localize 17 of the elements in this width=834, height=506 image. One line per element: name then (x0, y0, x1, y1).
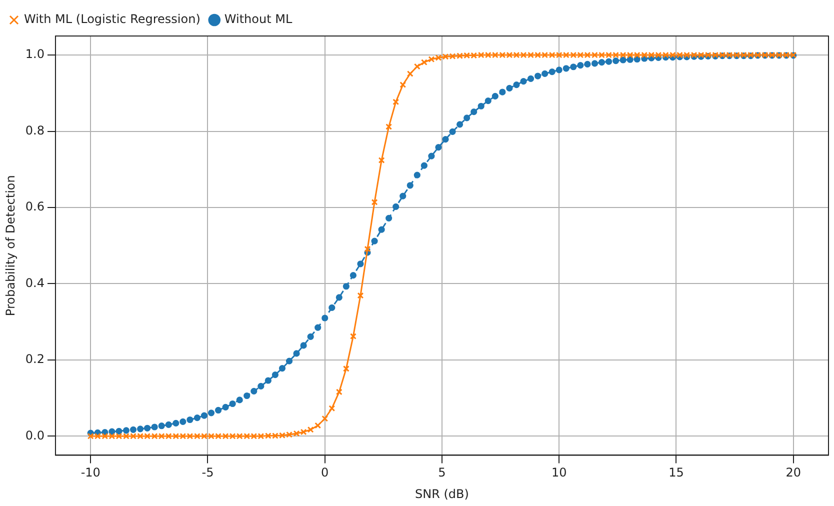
y-tick-label: 1.0 (25, 47, 44, 62)
y-axis-title: Probability of Detection (3, 175, 18, 316)
x-tick-label: -10 (80, 466, 100, 480)
legend-label: With ML (Logistic Regression) (24, 12, 200, 26)
legend-label: Without ML (224, 12, 292, 26)
x-tick-label: 5 (438, 466, 446, 480)
x-axis-title: SNR (dB) (415, 486, 469, 501)
x-tick-label: 15 (668, 466, 684, 480)
y-tick-label: 0.4 (25, 276, 44, 290)
y-tick-label: 0.8 (25, 123, 44, 138)
y-tick-label: 0.2 (25, 352, 44, 366)
x-tick-label: 0 (321, 466, 329, 480)
x-tick-label: 10 (551, 466, 567, 480)
x-tick-label: -5 (202, 466, 214, 480)
y-tick-label: 0.6 (25, 200, 44, 214)
x-tick-label: 20 (786, 466, 802, 480)
y-tick-label: 0.0 (25, 428, 44, 442)
